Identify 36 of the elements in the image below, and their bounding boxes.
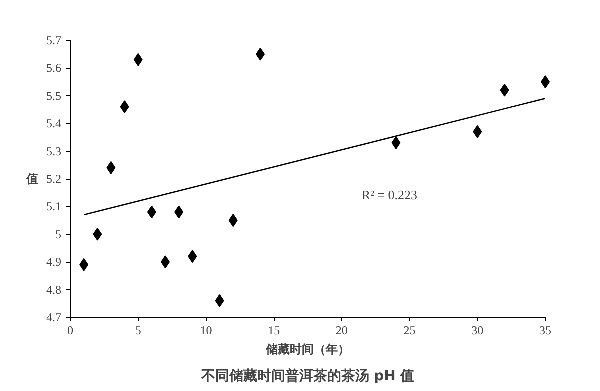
point — [473, 125, 482, 138]
point — [174, 206, 184, 219]
y-tick-label: 4.9 — [46, 255, 62, 270]
x-tick-label: 5 — [135, 324, 142, 338]
point — [120, 100, 130, 114]
point — [228, 214, 238, 228]
x-axis-title: 储藏时间（年） — [265, 342, 350, 356]
x-tick-label: 15 — [268, 324, 280, 338]
y-tick-label: 5.2 — [46, 172, 62, 186]
x-tick-label: 25 — [404, 324, 416, 338]
y-tick-label: 5.1 — [46, 200, 62, 214]
point — [500, 84, 510, 97]
y-tick-label: 5.7 — [46, 34, 62, 48]
point — [392, 136, 401, 150]
point — [188, 250, 198, 264]
y-tick-label: 5.3 — [46, 144, 62, 158]
x-tick-label: 10 — [200, 324, 212, 338]
x-tick-label: 35 — [540, 324, 552, 338]
x-tick-label: 20 — [336, 324, 348, 338]
point — [80, 258, 89, 272]
x-tick-label: 30 — [472, 324, 484, 338]
text: 不同储藏时间普洱茶的茶汤 pH 值 — [200, 368, 415, 384]
point — [93, 228, 102, 241]
y-tick-label: 5.4 — [46, 116, 62, 131]
y-axis-title: 值 — [26, 172, 38, 186]
y-tick-label: 5.5 — [46, 88, 62, 103]
point — [215, 294, 224, 308]
point — [106, 161, 116, 174]
y-tick-label: 4.7 — [46, 310, 62, 324]
y-tick-label: 5.6 — [46, 61, 62, 76]
point — [147, 206, 156, 219]
y-tick-label: 5 — [56, 227, 62, 242]
y-tick-label: 4.8 — [46, 282, 62, 297]
x-tick-label: 0 — [68, 324, 74, 338]
point — [134, 53, 143, 66]
annotation: R² = 0.223 — [362, 187, 418, 202]
